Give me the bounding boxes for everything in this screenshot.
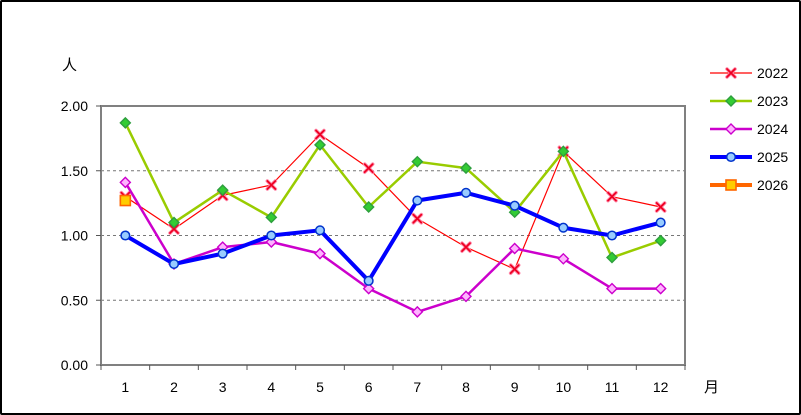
marker-diamond — [362, 201, 375, 213]
series-2026 — [119, 194, 132, 207]
marker-diamond — [654, 234, 667, 247]
marker-diamond — [557, 252, 570, 265]
marker-x — [315, 129, 325, 140]
legend-item-2022: 2022 — [708, 59, 788, 87]
y-axis-unit-label: 人 — [62, 57, 78, 74]
marker-x — [266, 180, 277, 190]
x-axis-unit-label: 月 — [704, 379, 720, 396]
legend-item-2026: 2026 — [708, 171, 788, 199]
marker-diamond — [606, 282, 618, 295]
marker-x — [726, 68, 736, 78]
marker-circle — [558, 222, 569, 233]
marker-diamond — [725, 95, 737, 107]
y-tick-label: 1.00 — [61, 228, 88, 244]
series-line-2024 — [124, 181, 662, 314]
x-tick-label: 8 — [462, 379, 470, 395]
marker-circle — [314, 225, 326, 236]
legend-key-2024 — [710, 123, 752, 135]
marker-circle — [725, 151, 737, 163]
marker-diamond — [557, 145, 570, 158]
marker-x — [412, 213, 423, 224]
marker-diamond — [314, 138, 326, 151]
x-tick-label: 9 — [511, 379, 519, 395]
marker-square — [725, 179, 737, 191]
marker-circle — [168, 258, 180, 270]
legend-item-2023: 2023 — [708, 87, 788, 115]
chart-legend: 2022 2023 2024 2025 2026 — [708, 59, 788, 199]
legend-label-2025: 2025 — [757, 149, 789, 165]
legend-key-2025 — [710, 151, 752, 163]
legend-item-2025: 2025 — [708, 143, 788, 171]
marker-diamond — [119, 116, 132, 129]
marker-circle — [120, 230, 131, 241]
marker-x — [509, 264, 520, 275]
marker-circle — [606, 230, 618, 241]
x-tick-label: 4 — [267, 379, 275, 395]
marker-diamond — [725, 123, 737, 135]
marker-circle — [217, 248, 228, 259]
series-line-2022 — [124, 133, 662, 270]
legend-label-2022: 2022 — [757, 65, 789, 81]
y-tick-label: 1.50 — [61, 163, 88, 179]
x-tick-label: 3 — [219, 379, 227, 395]
x-tick-label: 10 — [556, 379, 572, 395]
marker-diamond — [216, 184, 229, 197]
x-tick-label: 2 — [170, 379, 178, 395]
series-2022 — [119, 128, 667, 275]
marker-diamond — [411, 155, 424, 168]
marker-diamond — [606, 251, 618, 264]
marker-x — [363, 163, 374, 174]
legend-key-2022 — [710, 67, 752, 79]
marker-x — [607, 191, 617, 202]
marker-diamond — [119, 176, 132, 189]
marker-x — [461, 242, 471, 253]
marker-circle — [460, 187, 472, 198]
marker-circle — [509, 200, 520, 211]
x-tick-label: 11 — [605, 379, 620, 395]
series-line-2025 — [123, 190, 663, 283]
x-tick-label: 6 — [365, 379, 373, 395]
x-tick-label: 1 — [121, 379, 129, 395]
marker-diamond — [362, 282, 375, 295]
marker-diamond — [508, 242, 521, 255]
marker-diamond — [460, 162, 472, 175]
plot-border — [100, 105, 686, 366]
marker-x — [169, 224, 179, 234]
marker-diamond — [314, 247, 326, 260]
series-line-2023 — [124, 121, 662, 259]
series-2025 — [120, 187, 666, 286]
legend-item-2024: 2024 — [708, 115, 788, 143]
marker-diamond — [168, 216, 180, 229]
marker-circle — [412, 195, 423, 206]
marker-diamond — [460, 290, 472, 303]
marker-diamond — [654, 282, 667, 295]
legend-key-2023 — [710, 95, 752, 107]
marker-circle — [266, 230, 277, 241]
y-tick-label: 0.50 — [61, 292, 88, 308]
y-tick-label: 0.00 — [61, 357, 88, 373]
marker-square — [119, 194, 132, 207]
series-2023 — [119, 116, 667, 264]
y-tick-label: 2.00 — [61, 98, 88, 114]
legend-label-2023: 2023 — [757, 93, 789, 109]
x-tick-label: 5 — [316, 379, 324, 395]
legend-key-2026 — [710, 179, 752, 191]
marker-diamond — [411, 305, 424, 318]
marker-circle — [363, 275, 374, 286]
x-tick-label: 12 — [653, 379, 669, 395]
legend-label-2026: 2026 — [757, 177, 789, 193]
marker-diamond — [265, 211, 278, 224]
marker-x — [655, 202, 666, 212]
legend-label-2024: 2024 — [757, 121, 789, 137]
x-tick-label: 7 — [413, 379, 421, 395]
marker-circle — [655, 217, 666, 228]
